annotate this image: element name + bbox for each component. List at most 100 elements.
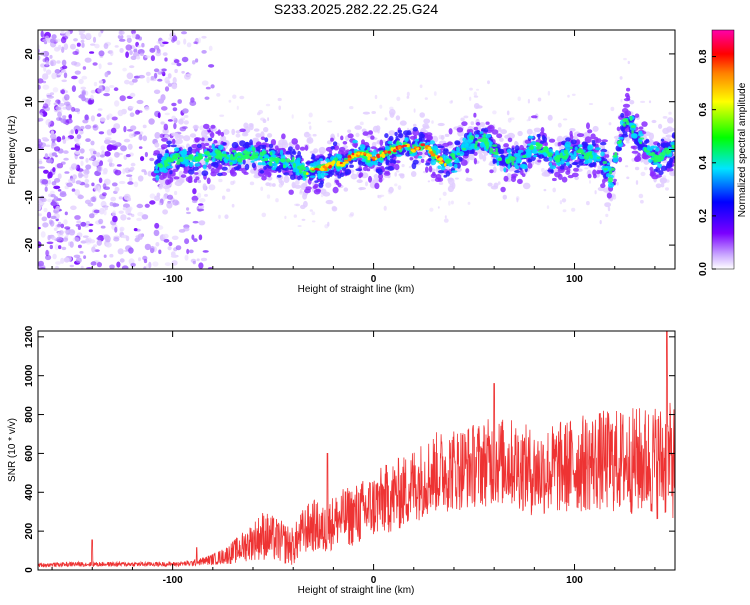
noise-blob	[123, 138, 131, 143]
noise-blob	[84, 173, 89, 179]
noise-blob	[113, 237, 120, 242]
ridge-blob	[259, 169, 265, 174]
ridge-blob	[221, 166, 228, 171]
noise-blob	[552, 187, 556, 193]
ridge-core-blob	[427, 146, 431, 150]
ridge-blob	[589, 154, 594, 159]
ridge-blob	[156, 153, 163, 160]
noise-blob	[559, 200, 563, 205]
noise-blob	[218, 214, 221, 219]
noise-blob	[146, 76, 150, 84]
noise-blob	[80, 125, 85, 130]
noise-blob	[218, 178, 223, 183]
ridge-blob	[507, 132, 515, 139]
noise-blob	[56, 117, 63, 121]
ridge-core-blob	[325, 163, 330, 167]
noise-blob	[145, 263, 150, 269]
noise-blob	[112, 202, 117, 208]
ridge-blob	[394, 164, 400, 171]
noise-blob	[70, 205, 77, 211]
noise-blob	[197, 208, 205, 212]
snr-series-line	[38, 331, 675, 568]
ridge-blob	[594, 136, 599, 144]
ridge-blob	[270, 139, 276, 146]
ridge-blob	[469, 135, 475, 141]
ridge-blob	[261, 161, 266, 165]
noise-blob	[56, 136, 62, 143]
ridge-blob	[333, 145, 340, 151]
noise-blob	[136, 203, 144, 209]
ridge-blob	[641, 152, 648, 159]
ridge-blob	[184, 162, 189, 167]
noise-blob	[431, 120, 434, 124]
noise-blob	[80, 265, 84, 269]
ridge-blob	[473, 112, 477, 118]
ridge-blob	[618, 147, 622, 151]
ridge-blob	[385, 158, 390, 164]
ridge-blob	[195, 151, 199, 157]
ridge-blob	[197, 170, 202, 177]
ridge-blob	[187, 169, 195, 175]
ridge-blob	[606, 192, 613, 199]
noise-blob	[85, 237, 90, 243]
ridge-blob	[216, 150, 222, 157]
noise-blob	[38, 44, 41, 50]
ridge-blob	[213, 139, 218, 144]
ridge-blob	[493, 166, 497, 174]
ridge-blob	[570, 139, 577, 145]
ridge-blob	[514, 140, 518, 146]
noise-blob	[71, 85, 76, 92]
noise-blob	[79, 156, 84, 160]
noise-blob	[166, 194, 174, 200]
ridge-blob	[362, 111, 370, 115]
ridge-blob	[434, 177, 441, 182]
ridge-blob	[392, 159, 397, 164]
ridge-blob	[302, 193, 308, 200]
noise-blob	[163, 123, 169, 131]
noise-blob	[460, 117, 465, 122]
noise-blob	[64, 171, 70, 174]
ridge-blob	[454, 140, 461, 146]
ridge-blob	[280, 180, 285, 186]
noise-blob	[45, 119, 52, 126]
noise-blob	[88, 157, 94, 161]
ridge-blob	[591, 140, 596, 144]
noise-blob	[467, 201, 471, 205]
spectrogram-xlabel: Height of straight line (km)	[298, 284, 415, 295]
noise-blob	[138, 135, 143, 141]
noise-blob	[138, 257, 141, 262]
ridge-blob	[358, 187, 366, 190]
noise-blob	[186, 211, 191, 215]
ridge-blob	[375, 125, 381, 132]
noise-blob	[92, 62, 98, 66]
ridge-blob	[251, 162, 256, 169]
ridge-blob	[500, 186, 506, 193]
noise-blob	[53, 143, 58, 147]
noise-blob	[122, 207, 127, 211]
noise-blob	[45, 60, 49, 66]
noise-blob	[167, 83, 172, 87]
noise-blob	[297, 225, 302, 227]
noise-blob	[108, 85, 115, 88]
noise-blob	[396, 170, 400, 173]
ridge-blob	[493, 182, 499, 188]
noise-blob	[96, 239, 103, 246]
noise-blob	[265, 103, 271, 107]
noise-blob	[644, 166, 648, 171]
ridge-blob	[440, 166, 446, 171]
ridge-blob	[637, 152, 641, 158]
ridge-core-blob	[305, 172, 309, 176]
noise-blob	[161, 106, 168, 111]
noise-blob	[444, 215, 447, 219]
ridge-blob	[191, 144, 198, 149]
ridge-blob	[395, 154, 402, 157]
noise-blob	[152, 261, 159, 267]
spectrogram-ytick-label: -10	[24, 190, 35, 205]
ridge-blob	[478, 152, 484, 160]
noise-blob	[45, 144, 51, 148]
noise-blob	[84, 114, 89, 121]
noise-blob	[63, 72, 68, 79]
ridge-blob	[249, 139, 253, 146]
noise-blob	[173, 59, 180, 64]
noise-blob	[379, 104, 383, 109]
